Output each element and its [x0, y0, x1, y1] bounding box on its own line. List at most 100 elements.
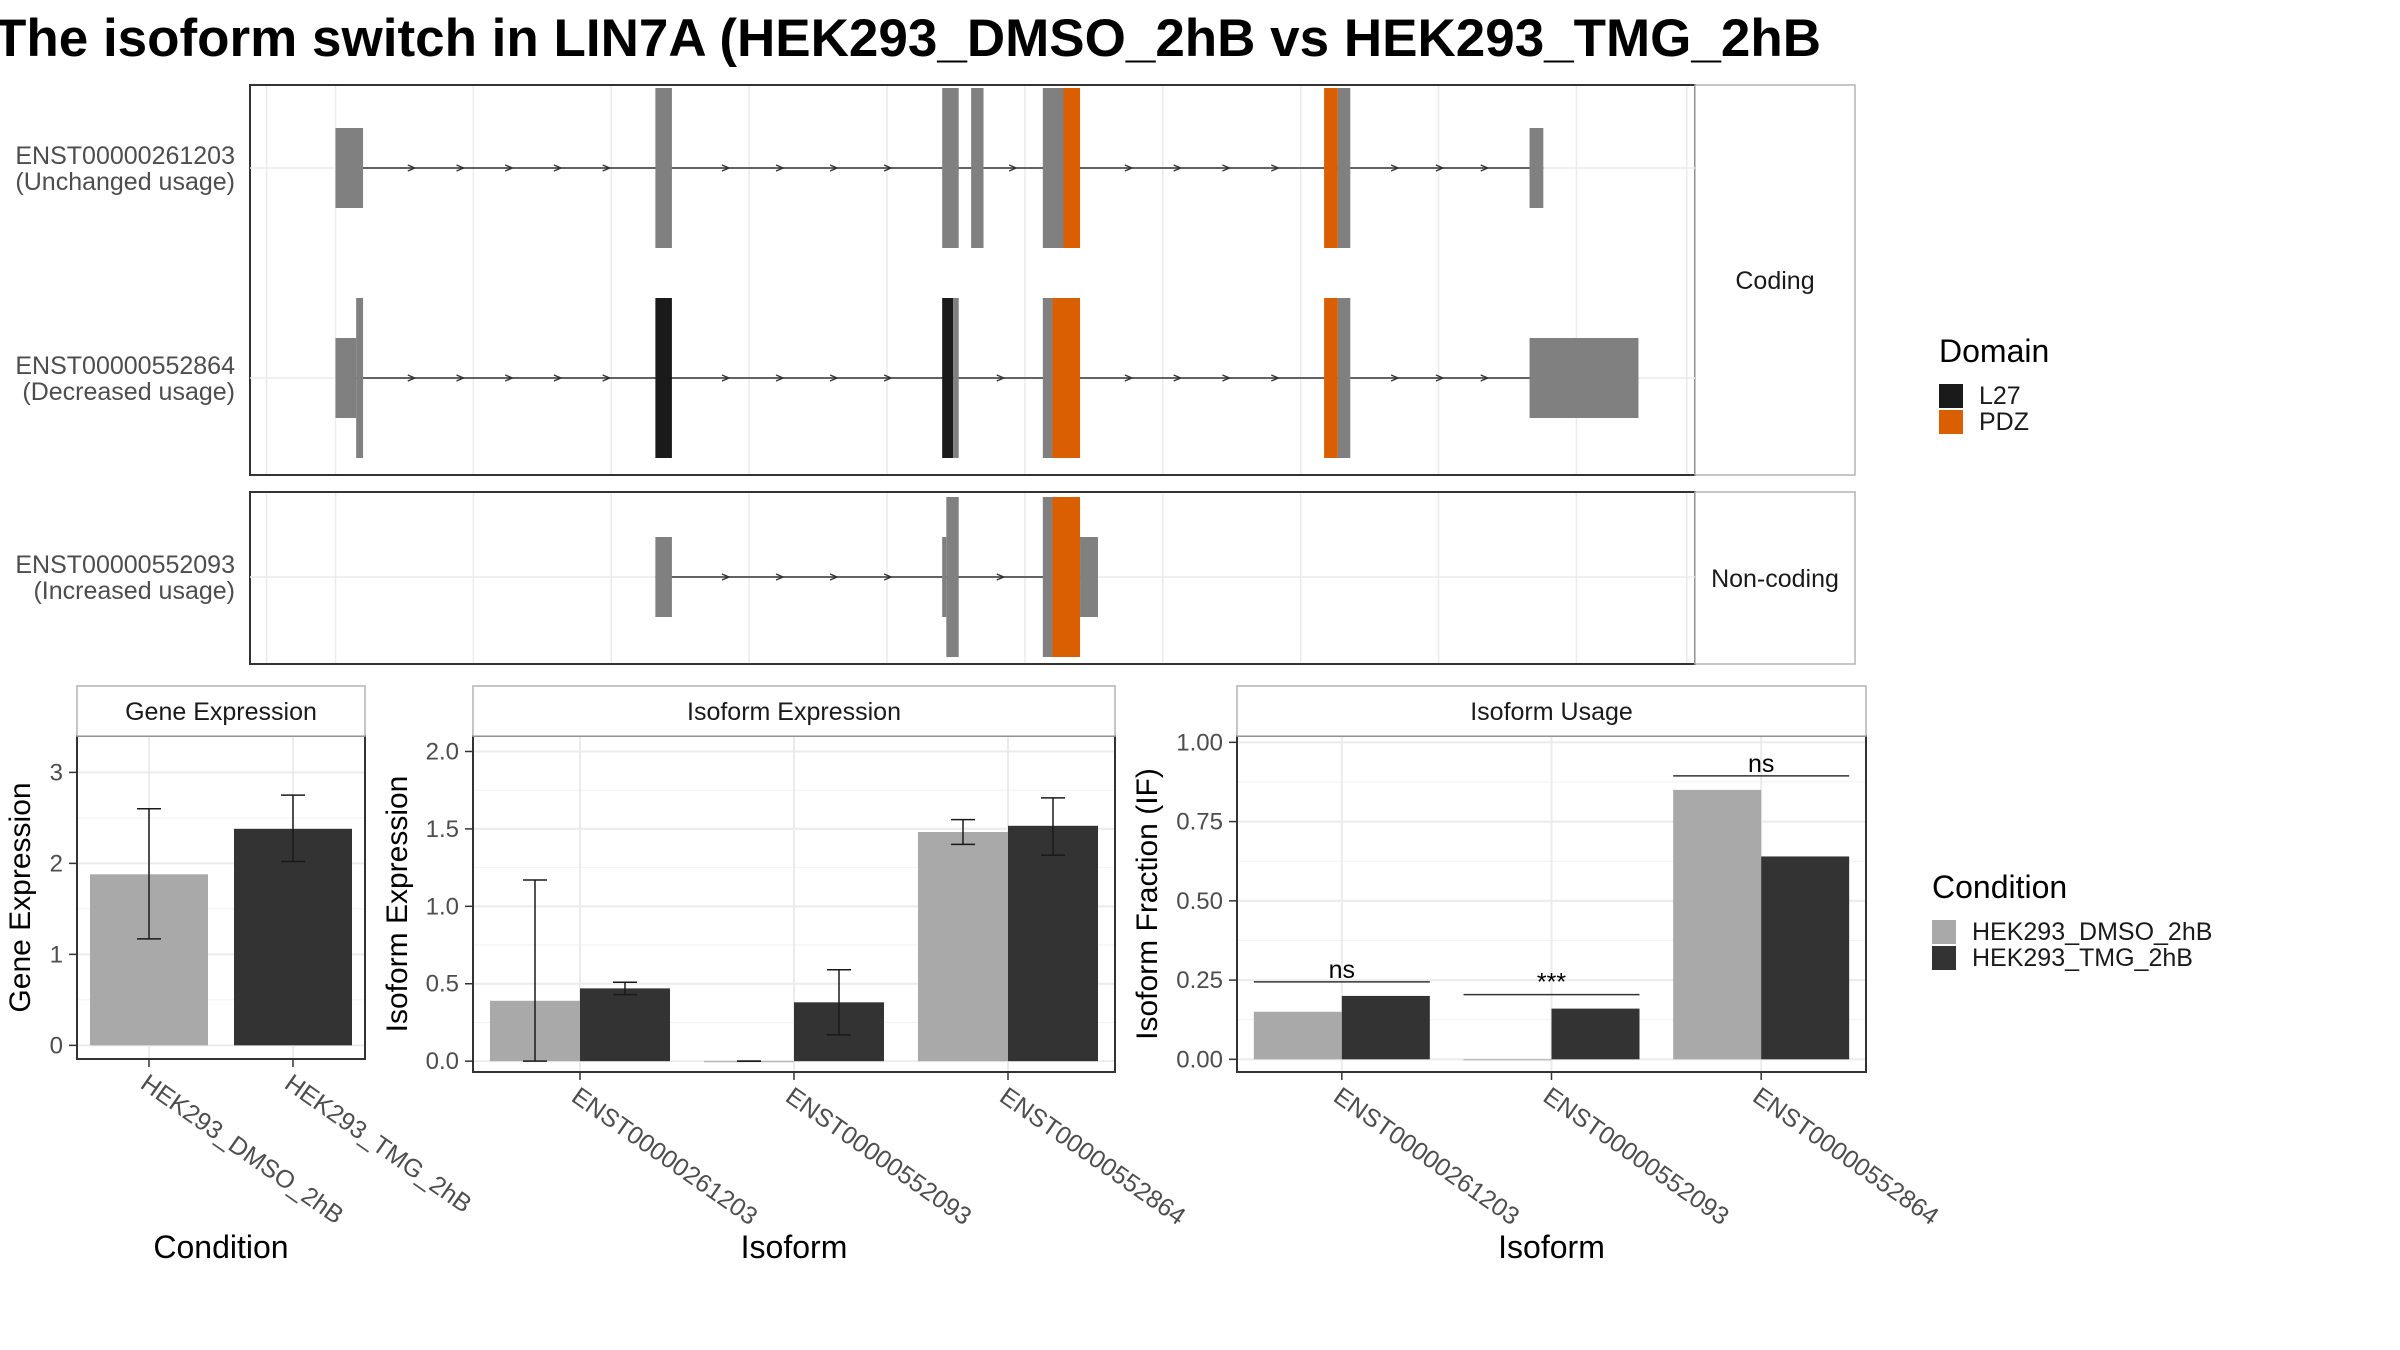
- bar: [1008, 825, 1098, 1062]
- intron-arrow: [1271, 374, 1281, 382]
- facet-panel-bg: [250, 492, 1695, 664]
- exon: [356, 298, 364, 458]
- y-tick-label: 0.25: [1176, 967, 1223, 994]
- exon: [655, 537, 672, 617]
- transcript-id-label: ENST00000552093: [15, 551, 235, 579]
- facet-label: Non-coding: [1711, 565, 1839, 593]
- bar: [1463, 1059, 1552, 1061]
- chart-title-strip: [1236, 685, 1867, 737]
- exon-pdz-domain: [1052, 298, 1081, 458]
- y-tick-label: 3: [50, 759, 63, 786]
- bar: [1673, 789, 1762, 1060]
- significance-label: ***: [1537, 969, 1566, 997]
- exon: [942, 537, 947, 617]
- bar: [234, 828, 352, 1046]
- transcript-structure-panel: Coding Non-coding ENST00000261203(Unchange…: [15, 84, 1856, 665]
- legend-label: HEK293_DMSO_2hB: [1972, 918, 2212, 946]
- transcript-ENST00000552093: ENST00000552093(Increased usage): [15, 497, 1695, 657]
- transcript-ENST00000552864: ENST00000552864(Decreased usage): [15, 298, 1695, 458]
- facet-strip: [1694, 84, 1856, 476]
- y-tick-label: 0.00: [1176, 1046, 1223, 1073]
- chart-title: Isoform Usage: [1470, 698, 1633, 726]
- exon: [953, 298, 959, 458]
- exon-l27-domain: [942, 298, 954, 458]
- gene-expression-chart: Gene Expression0123HEK293_DMSO_2hBHEK293…: [4, 685, 477, 1265]
- intron-arrow: [829, 374, 839, 382]
- exon: [1337, 298, 1351, 458]
- intron-arrow: [602, 164, 612, 172]
- intron-arrow: [407, 374, 417, 382]
- intron-arrow: [721, 573, 731, 581]
- chart-title: Isoform Expression: [687, 698, 901, 726]
- intron-arrow: [829, 573, 839, 581]
- exon: [655, 88, 672, 248]
- exon: [942, 88, 959, 248]
- facet-strip: [1694, 491, 1856, 665]
- bar: [580, 988, 670, 1062]
- intron-arrow: [456, 164, 466, 172]
- exon: [1042, 88, 1064, 248]
- exon: [335, 128, 364, 208]
- intron-arrow: [1222, 164, 1232, 172]
- facet-label: Coding: [1735, 267, 1814, 295]
- exon: [1042, 497, 1053, 657]
- transcript-id-label: ENST00000261203: [15, 142, 235, 170]
- exon: [335, 338, 357, 418]
- y-tick-label: 0.50: [1176, 888, 1223, 915]
- x-tick-label: ENST00000261203: [1328, 1082, 1524, 1231]
- intron-arrow: [883, 164, 893, 172]
- isoform-usage-chart: ns *** ns Isoform Usage 0.00 0.25 0.50 0.75 1.00…: [1131, 685, 1944, 1265]
- exon: [946, 497, 959, 657]
- exon: [1337, 88, 1351, 248]
- x-tick-label: ENST00000261203: [567, 1082, 763, 1231]
- legend-key: [1939, 384, 1963, 408]
- structure-facet-1: Non-coding: [249, 491, 1856, 665]
- intron-arrow: [996, 573, 1006, 581]
- transcript-usage-label: (Unchanged usage): [15, 168, 235, 196]
- chart-title: Gene Expression: [125, 698, 317, 726]
- intron-arrow: [1124, 164, 1134, 172]
- legend-title: Condition: [1932, 869, 2067, 905]
- intron-arrow: [829, 164, 839, 172]
- x-tick-label: ENST00000552864: [1748, 1082, 1944, 1231]
- intron-arrow: [1222, 374, 1232, 382]
- intron-arrow: [602, 374, 612, 382]
- intron-arrow: [553, 374, 563, 382]
- intron-arrow: [883, 374, 893, 382]
- x-tick-label: ENST00000552093: [781, 1082, 977, 1231]
- exon: [971, 88, 984, 248]
- exon: [1042, 298, 1053, 458]
- y-tick-label: 0: [50, 1032, 63, 1059]
- y-axis-title: Isoform Expression: [381, 776, 414, 1033]
- exon-pdz-domain: [1063, 88, 1081, 248]
- intron-arrow: [996, 374, 1006, 382]
- x-tick-label: ENST00000552864: [995, 1082, 1191, 1231]
- intron-arrow: [1480, 374, 1490, 382]
- intron-arrow: [1008, 164, 1018, 172]
- y-tick-label: 1: [50, 941, 63, 968]
- legend-title: Domain: [1939, 333, 2049, 369]
- intron-arrow: [1480, 164, 1490, 172]
- intron-arrow: [1435, 374, 1445, 382]
- intron-arrow: [456, 374, 466, 382]
- bar: [1761, 856, 1850, 1060]
- significance-label: ns: [1748, 750, 1774, 778]
- legend-label: PDZ: [1979, 408, 2029, 436]
- y-tick-label: 0.75: [1176, 809, 1223, 836]
- intron-arrow: [721, 164, 731, 172]
- isoform-expression-chart: Isoform Expression 0.0 0.5 1.0 1.5 2.0 ENST000…: [381, 685, 1191, 1265]
- intron-arrow: [1435, 164, 1445, 172]
- intron-arrow: [504, 374, 514, 382]
- intron-arrow: [1173, 164, 1183, 172]
- intron-arrow: [553, 164, 563, 172]
- y-tick-label: 1.00: [1176, 729, 1223, 756]
- transcript-id-label: ENST00000552864: [15, 352, 235, 380]
- y-tick-label: 1.5: [426, 816, 459, 843]
- intron-arrow: [1124, 374, 1134, 382]
- intron-arrow: [883, 573, 893, 581]
- x-axis-title: Isoform: [1498, 1229, 1605, 1265]
- legend-label: HEK293_TMG_2hB: [1972, 944, 2193, 972]
- intron-arrow: [775, 573, 785, 581]
